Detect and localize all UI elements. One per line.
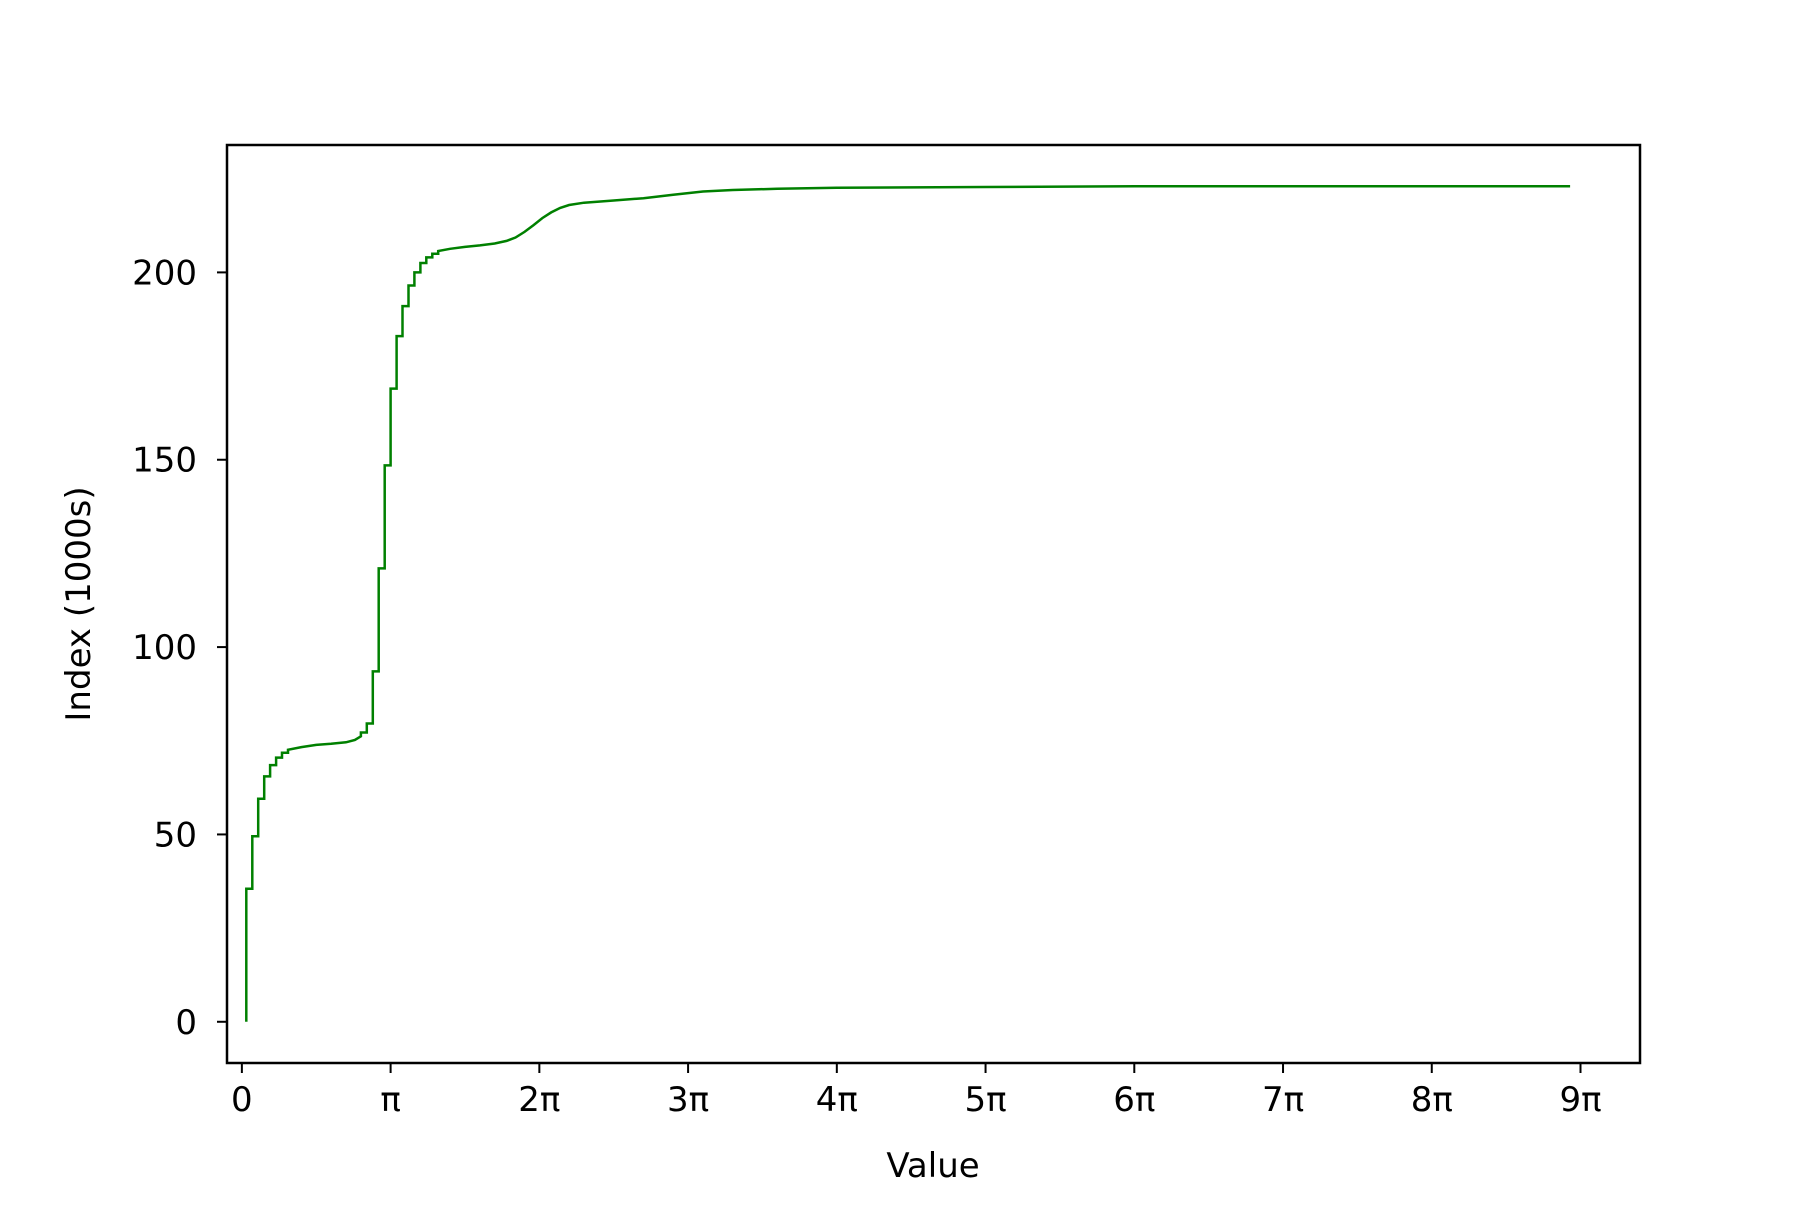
y-tick-label: 0 bbox=[175, 1003, 197, 1043]
x-tick-label: 8π bbox=[1411, 1080, 1453, 1120]
x-tick-label: 3π bbox=[667, 1080, 709, 1120]
x-tick-label: 6π bbox=[1113, 1080, 1155, 1120]
y-tick-label: 100 bbox=[132, 628, 197, 668]
y-axis: 0 50 100 150 200 bbox=[132, 253, 227, 1043]
x-axis-label: Value bbox=[886, 1146, 979, 1186]
x-tick-label: 9π bbox=[1559, 1080, 1601, 1120]
y-axis-label: Index (1000s) bbox=[59, 486, 99, 721]
x-tick-label: 5π bbox=[965, 1080, 1007, 1120]
x-tick-label: 4π bbox=[816, 1080, 858, 1120]
y-tick-label: 150 bbox=[132, 441, 197, 481]
x-tick-label: 0 bbox=[231, 1080, 253, 1120]
plot-frame bbox=[225, 143, 1642, 1065]
x-tick-label: 2π bbox=[518, 1080, 560, 1120]
y-tick-label: 200 bbox=[132, 253, 197, 293]
series-line bbox=[245, 184, 1571, 1022]
x-tick-label: 7π bbox=[1262, 1080, 1304, 1120]
x-axis: 0 π 2π 3π 4π 5π 6π 7π 8π 9π bbox=[231, 1063, 1602, 1120]
series-layer bbox=[245, 184, 1571, 1022]
y-tick-label: 50 bbox=[154, 815, 197, 855]
x-tick-label: π bbox=[380, 1080, 400, 1120]
